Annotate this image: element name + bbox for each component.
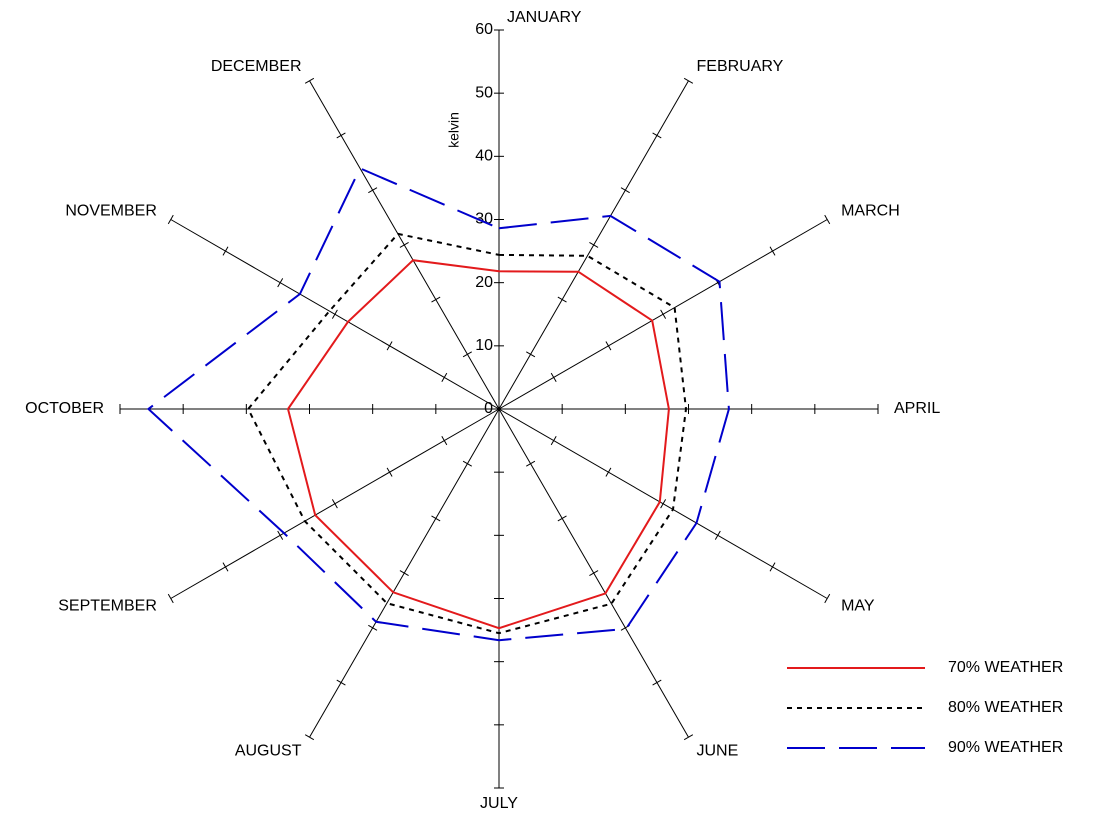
category-label: JUNE bbox=[697, 742, 739, 759]
legend-label: 90% WEATHER bbox=[948, 739, 1063, 756]
r-tick-label: 60 bbox=[475, 21, 493, 38]
tick-mark bbox=[660, 309, 667, 319]
tick-mark bbox=[660, 499, 667, 509]
tick-mark bbox=[331, 499, 338, 509]
tick-mark bbox=[550, 372, 557, 382]
series-line bbox=[146, 167, 730, 642]
legend-label: 80% WEATHER bbox=[948, 699, 1063, 716]
tick-mark bbox=[462, 460, 472, 467]
tick-mark bbox=[277, 278, 284, 288]
tick-mark bbox=[589, 241, 599, 248]
axis-label: kelvin bbox=[446, 112, 462, 148]
legend-label: 70% WEATHER bbox=[948, 659, 1063, 676]
category-label: MAY bbox=[841, 598, 875, 615]
category-label: APRIL bbox=[894, 400, 940, 417]
category-label: SEPTEMBER bbox=[58, 598, 157, 615]
tick-mark bbox=[526, 351, 536, 358]
tick-mark bbox=[526, 460, 536, 467]
tick-mark bbox=[605, 341, 612, 351]
tick-mark bbox=[336, 679, 346, 686]
series-line bbox=[247, 232, 688, 635]
tick-mark bbox=[368, 187, 378, 194]
tick-mark bbox=[557, 515, 567, 522]
series-line bbox=[286, 259, 670, 630]
r-tick-label: 10 bbox=[475, 337, 493, 354]
category-label: MARCH bbox=[841, 203, 900, 220]
tick-mark bbox=[222, 562, 229, 572]
tick-mark bbox=[304, 734, 315, 741]
tick-mark bbox=[304, 77, 315, 84]
tick-mark bbox=[386, 467, 393, 477]
r-tick-label: 0 bbox=[484, 400, 493, 417]
tick-mark bbox=[620, 187, 630, 194]
tick-mark bbox=[431, 296, 441, 303]
tick-mark bbox=[277, 530, 284, 540]
tick-mark bbox=[441, 436, 448, 446]
tick-mark bbox=[714, 530, 721, 540]
category-label: DECEMBER bbox=[211, 58, 302, 75]
tick-mark bbox=[769, 246, 776, 256]
tick-mark bbox=[222, 246, 229, 256]
tick-mark bbox=[386, 341, 393, 351]
tick-mark bbox=[557, 296, 567, 303]
tick-mark bbox=[331, 309, 338, 319]
tick-mark bbox=[431, 515, 441, 522]
category-label: JANUARY bbox=[507, 9, 582, 26]
tick-mark bbox=[550, 436, 557, 446]
r-tick-label: 20 bbox=[475, 274, 493, 291]
tick-mark bbox=[683, 77, 694, 84]
tick-mark bbox=[167, 593, 174, 604]
tick-mark bbox=[683, 734, 694, 741]
tick-mark bbox=[605, 467, 612, 477]
tick-mark bbox=[824, 214, 831, 225]
tick-mark bbox=[462, 351, 472, 358]
tick-mark bbox=[167, 214, 174, 225]
tick-mark bbox=[441, 372, 448, 382]
tick-mark bbox=[399, 570, 409, 577]
category-label: FEBRUARY bbox=[697, 58, 784, 75]
category-label: AUGUST bbox=[235, 742, 302, 759]
r-tick-label: 40 bbox=[475, 148, 493, 165]
tick-mark bbox=[824, 593, 831, 604]
category-label: NOVEMBER bbox=[65, 203, 157, 220]
tick-mark bbox=[652, 679, 662, 686]
r-tick-label: 50 bbox=[475, 84, 493, 101]
tick-mark bbox=[769, 562, 776, 572]
tick-mark bbox=[589, 570, 599, 577]
tick-mark bbox=[368, 624, 378, 631]
tick-mark bbox=[652, 132, 662, 139]
category-label: OCTOBER bbox=[25, 400, 104, 417]
tick-mark bbox=[336, 132, 346, 139]
category-label: JULY bbox=[480, 795, 518, 812]
tick-mark bbox=[399, 241, 409, 248]
